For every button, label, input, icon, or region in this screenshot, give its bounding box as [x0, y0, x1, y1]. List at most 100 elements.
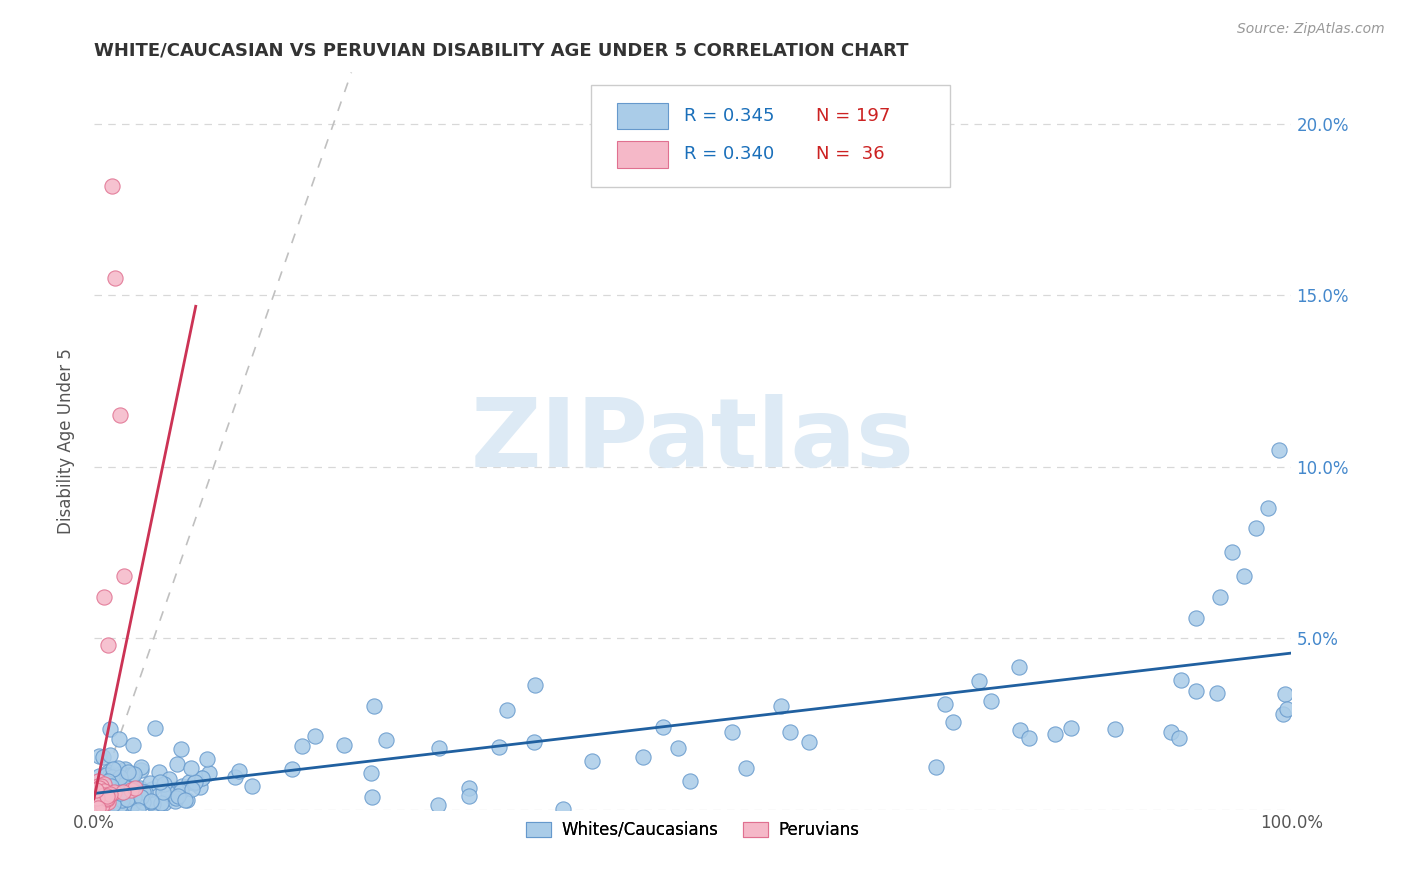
Whites/Caucasians	[1170, 673, 1192, 687]
Whites/Caucasians	[94, 768, 117, 782]
Whites/Caucasians	[1018, 731, 1040, 745]
Whites/Caucasians	[114, 763, 136, 777]
Peruvians	[86, 786, 108, 800]
Whites/Caucasians	[799, 735, 821, 749]
Peruvians	[104, 271, 127, 285]
Peruvians	[96, 795, 118, 809]
Whites/Caucasians	[190, 771, 212, 785]
Peruvians	[93, 788, 115, 802]
Whites/Caucasians	[361, 789, 384, 804]
Whites/Caucasians	[132, 785, 155, 799]
Whites/Caucasians	[427, 797, 450, 812]
Whites/Caucasians	[90, 789, 112, 804]
Whites/Caucasians	[165, 794, 187, 808]
Whites/Caucasians	[228, 764, 250, 779]
Whites/Caucasians	[128, 791, 150, 805]
Whites/Caucasians	[98, 768, 121, 782]
Whites/Caucasians	[363, 699, 385, 714]
Peruvians	[87, 793, 110, 807]
Whites/Caucasians	[97, 773, 120, 788]
Whites/Caucasians	[1008, 723, 1031, 737]
Whites/Caucasians	[631, 750, 654, 764]
Whites/Caucasians	[1008, 659, 1031, 673]
Whites/Caucasians	[93, 789, 115, 804]
Whites/Caucasians	[458, 781, 481, 796]
Whites/Caucasians	[104, 791, 127, 805]
Peruvians	[87, 774, 110, 789]
Whites/Caucasians	[165, 791, 187, 805]
Whites/Caucasians	[152, 784, 174, 798]
Whites/Caucasians	[101, 796, 124, 810]
Whites/Caucasians	[115, 792, 138, 806]
Whites/Caucasians	[108, 731, 131, 746]
Whites/Caucasians	[127, 781, 149, 796]
Whites/Caucasians	[170, 784, 193, 798]
Whites/Caucasians	[84, 784, 107, 798]
Whites/Caucasians	[121, 767, 143, 781]
Whites/Caucasians	[117, 784, 139, 798]
Whites/Caucasians	[89, 800, 111, 814]
Whites/Caucasians	[183, 775, 205, 789]
Whites/Caucasians	[170, 779, 193, 793]
Whites/Caucasians	[96, 796, 118, 810]
Whites/Caucasians	[652, 720, 675, 734]
Y-axis label: Disability Age Under 5: Disability Age Under 5	[58, 348, 75, 534]
Whites/Caucasians	[108, 780, 131, 794]
Whites/Caucasians	[169, 742, 191, 756]
Peruvians	[86, 791, 108, 805]
Whites/Caucasians	[924, 760, 946, 774]
Whites/Caucasians	[84, 797, 107, 812]
Whites/Caucasians	[96, 789, 118, 803]
Whites/Caucasians	[179, 774, 201, 789]
Whites/Caucasians	[112, 794, 135, 808]
Whites/Caucasians	[86, 789, 108, 804]
Whites/Caucasians	[1184, 610, 1206, 624]
Whites/Caucasians	[108, 770, 131, 784]
Whites/Caucasians	[122, 766, 145, 780]
Whites/Caucasians	[86, 794, 108, 808]
Peruvians	[97, 795, 120, 809]
Whites/Caucasians	[120, 776, 142, 790]
Whites/Caucasians	[117, 780, 139, 794]
Whites/Caucasians	[967, 673, 990, 688]
Whites/Caucasians	[118, 776, 141, 790]
Whites/Caucasians	[110, 789, 132, 803]
Whites/Caucasians	[139, 795, 162, 809]
Whites/Caucasians	[108, 785, 131, 799]
Whites/Caucasians	[129, 789, 152, 804]
Whites/Caucasians	[121, 739, 143, 753]
Whites/Caucasians	[103, 772, 125, 786]
Whites/Caucasians	[735, 761, 758, 775]
FancyBboxPatch shape	[591, 85, 950, 186]
Whites/Caucasians	[496, 703, 519, 717]
Whites/Caucasians	[148, 764, 170, 779]
Peruvians	[112, 569, 135, 583]
Whites/Caucasians	[224, 770, 246, 784]
Whites/Caucasians	[129, 763, 152, 777]
Whites/Caucasians	[1274, 687, 1296, 701]
Whites/Caucasians	[1168, 731, 1191, 746]
Whites/Caucasians	[100, 788, 122, 802]
Whites/Caucasians	[184, 775, 207, 789]
Whites/Caucasians	[149, 775, 172, 789]
Peruvians	[96, 789, 118, 803]
Whites/Caucasians	[91, 749, 114, 764]
Whites/Caucasians	[1256, 500, 1278, 515]
Whites/Caucasians	[104, 786, 127, 800]
Whites/Caucasians	[156, 786, 179, 800]
Whites/Caucasians	[176, 793, 198, 807]
Whites/Caucasians	[375, 732, 398, 747]
Whites/Caucasians	[94, 781, 117, 796]
Whites/Caucasians	[488, 740, 510, 755]
Text: R = 0.345: R = 0.345	[685, 107, 775, 125]
Whites/Caucasians	[191, 771, 214, 785]
Whites/Caucasians	[101, 800, 124, 814]
Peruvians	[110, 409, 132, 423]
Peruvians	[84, 795, 107, 809]
Text: Source: ZipAtlas.com: Source: ZipAtlas.com	[1237, 22, 1385, 37]
Whites/Caucasians	[120, 771, 142, 785]
Whites/Caucasians	[87, 780, 110, 794]
Whites/Caucasians	[132, 785, 155, 799]
Whites/Caucasians	[523, 735, 546, 749]
Peruvians	[93, 590, 115, 604]
